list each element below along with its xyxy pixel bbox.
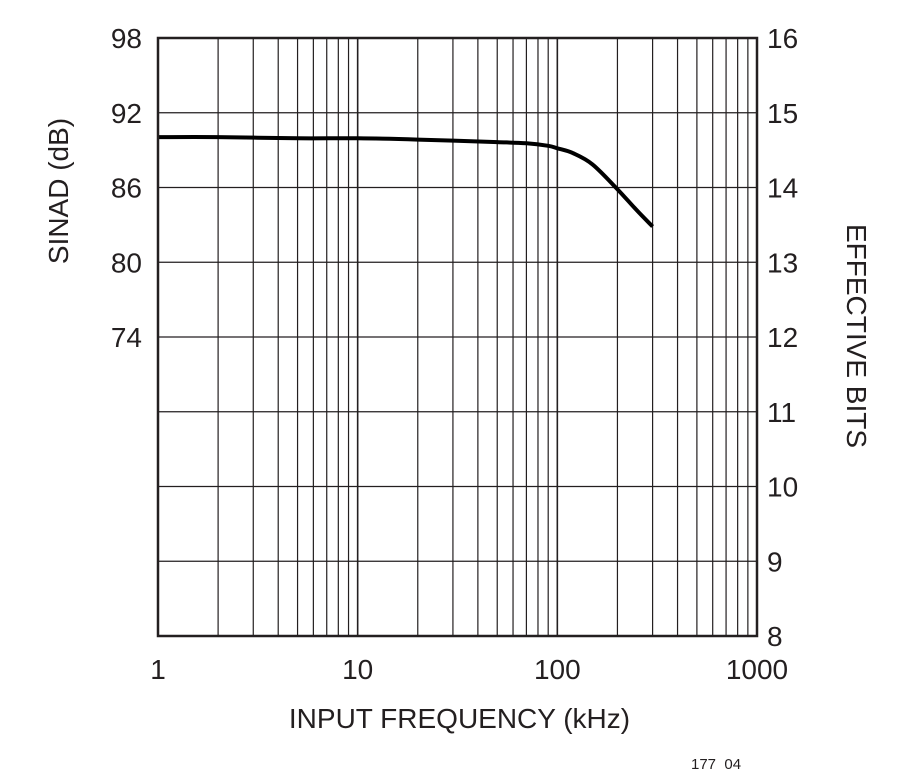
sinad-curve: [157, 135, 655, 228]
figure-id: 177 04: [691, 756, 741, 773]
y2-tick-label: 11: [767, 397, 796, 428]
y-tick-label: 80: [111, 247, 142, 278]
x-tick-label: 1: [150, 654, 166, 685]
y2-tick-label: 15: [767, 98, 798, 129]
x-tick-label: 10: [342, 654, 373, 685]
curve-layer: [157, 135, 655, 228]
y2-tick-label: 16: [767, 23, 798, 54]
y2-tick-label: 9: [767, 546, 783, 577]
y2-axis-label: EFFECTIVE BITS: [841, 224, 872, 448]
y-tick-label: 86: [111, 173, 142, 204]
y2-tick-label: 10: [767, 472, 798, 503]
y2-tick-label: 14: [767, 173, 798, 204]
y2-tick-label: 12: [767, 322, 798, 353]
plot-frame: [156, 36, 759, 638]
y-tick-label: 74: [111, 322, 142, 353]
y-tick-label: 98: [111, 23, 142, 54]
y-axis-label: SINAD (dB): [43, 118, 74, 264]
grid: [158, 38, 757, 636]
x-tick-label: 1000: [726, 654, 788, 685]
x-axis-label: INPUT FREQUENCY (kHz): [289, 703, 630, 734]
y2-tick-label: 8: [767, 621, 783, 652]
y2-tick-label: 13: [767, 247, 798, 278]
y-tick-label: 92: [111, 98, 142, 129]
x-tick-label: 100: [534, 654, 581, 685]
